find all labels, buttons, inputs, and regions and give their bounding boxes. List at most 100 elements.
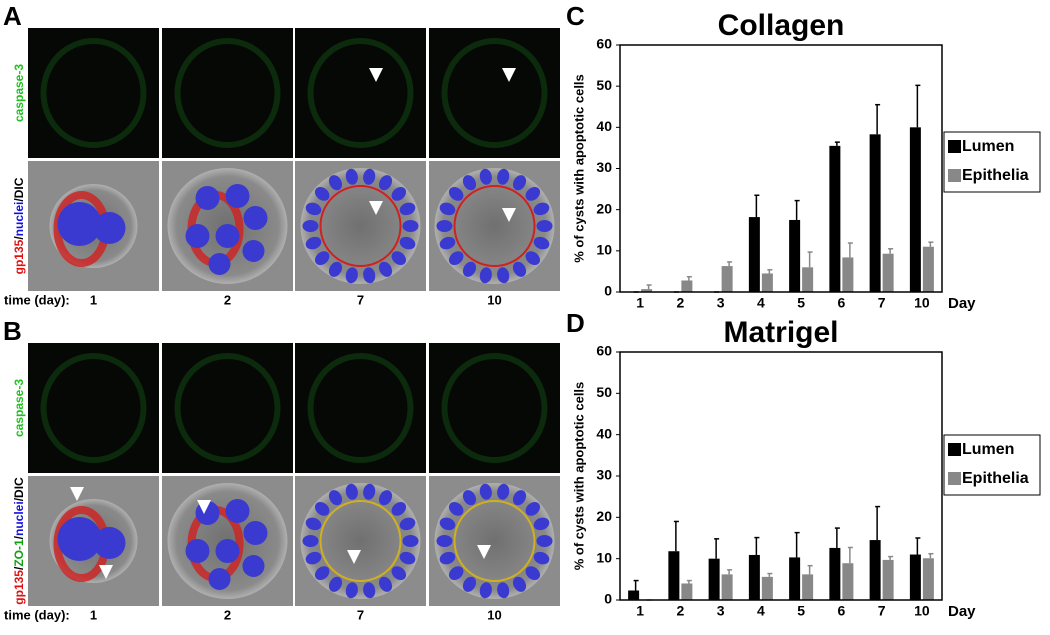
time-label: time (day): (4, 292, 70, 307)
y-tick-label: 30 (596, 467, 612, 483)
nucleus (512, 261, 527, 277)
fluorescence-image (295, 343, 426, 473)
channel-label-part: nuclei (12, 501, 26, 536)
nucleus (479, 168, 492, 185)
nucleus (305, 202, 322, 216)
day-label: 2 (224, 292, 231, 307)
bar (869, 540, 881, 600)
plot-frame (619, 351, 943, 601)
nucleus (363, 483, 376, 500)
nucleus (93, 212, 126, 244)
bar (681, 583, 693, 600)
lumen-border (319, 500, 402, 582)
nucleus (497, 267, 510, 284)
lumen-border (453, 500, 536, 582)
nucleus (242, 240, 265, 262)
nucleus (525, 251, 541, 266)
arrowhead (502, 208, 516, 222)
faint-cell (307, 353, 414, 463)
bar (882, 253, 894, 292)
legend-label: Epithelia (962, 470, 1029, 487)
nucleus (399, 551, 416, 565)
day-label: 7 (357, 292, 364, 307)
y-axis-label: % of cysts with apoptotic cells (571, 74, 586, 263)
x-tick-label: 1 (636, 295, 644, 311)
bar (882, 559, 894, 600)
chart-title: Collagen (718, 9, 845, 42)
nucleus (314, 501, 330, 516)
fluorescence-image (28, 343, 159, 473)
legend-swatch (948, 169, 961, 182)
nucleus (439, 517, 456, 531)
x-axis-label: Day (948, 295, 976, 312)
y-tick-label: 0 (604, 283, 612, 299)
nucleus (391, 251, 407, 266)
channel-label-part: ZO-1 (12, 539, 26, 567)
nucleus (462, 175, 477, 191)
y-tick-label: 40 (596, 425, 612, 441)
legend-label: Lumen (962, 138, 1014, 155)
day-label: 10 (487, 292, 501, 307)
nucleus (399, 236, 416, 250)
nucleus (525, 186, 541, 201)
nucleus (448, 501, 464, 516)
y-tick-label: 20 (596, 508, 612, 524)
arrowhead (502, 68, 516, 82)
nucleus (479, 267, 492, 284)
nucleus (363, 267, 376, 284)
x-tick-label: 7 (878, 295, 886, 311)
nucleus (314, 566, 330, 581)
nucleus (378, 576, 393, 592)
nucleus (497, 168, 510, 185)
y-tick-label: 0 (604, 591, 612, 607)
bar (761, 576, 773, 600)
nucleus (243, 521, 268, 545)
arrowhead (477, 545, 491, 559)
bar (681, 280, 693, 292)
y-tick-label: 10 (596, 549, 612, 565)
nucleus (215, 539, 240, 563)
bar (802, 267, 814, 292)
nucleus (479, 582, 492, 599)
bar (761, 273, 773, 292)
faint-cell (441, 353, 548, 463)
nucleus (536, 220, 553, 232)
cyst (434, 483, 555, 599)
channel-label-part: / (12, 535, 26, 539)
bar (922, 246, 934, 292)
x-tick-label: 6 (837, 603, 845, 619)
nucleus (436, 220, 453, 232)
nucleus (479, 483, 492, 500)
day-label: 1 (90, 607, 97, 622)
nucleus (305, 236, 322, 250)
fluorescence-image (28, 28, 159, 158)
chart-title: Matrigel (723, 316, 838, 349)
bar (641, 289, 653, 292)
nucleus (363, 582, 376, 599)
y-tick-label: 60 (596, 36, 612, 52)
legend-swatch (948, 472, 961, 485)
bar (842, 563, 854, 600)
channel-label: gp135/ZO-1/nuclei/DIC (12, 477, 26, 605)
nucleus (402, 220, 419, 232)
nucleus (439, 551, 456, 565)
nucleus (314, 251, 330, 266)
bar (909, 127, 921, 292)
nucleus (302, 535, 319, 547)
bar (922, 558, 934, 600)
day-label: 10 (487, 607, 501, 622)
nucleus (378, 261, 393, 277)
nucleus (533, 236, 550, 250)
bar (668, 551, 680, 600)
nucleus (93, 527, 126, 559)
y-tick-label: 40 (596, 118, 612, 134)
nucleus (225, 499, 250, 523)
nucleus (328, 490, 343, 506)
nucleus (525, 566, 541, 581)
nucleus (533, 202, 550, 216)
panel-label: C (566, 1, 585, 31)
day-label: 2 (224, 607, 231, 622)
arrowhead (369, 201, 383, 215)
